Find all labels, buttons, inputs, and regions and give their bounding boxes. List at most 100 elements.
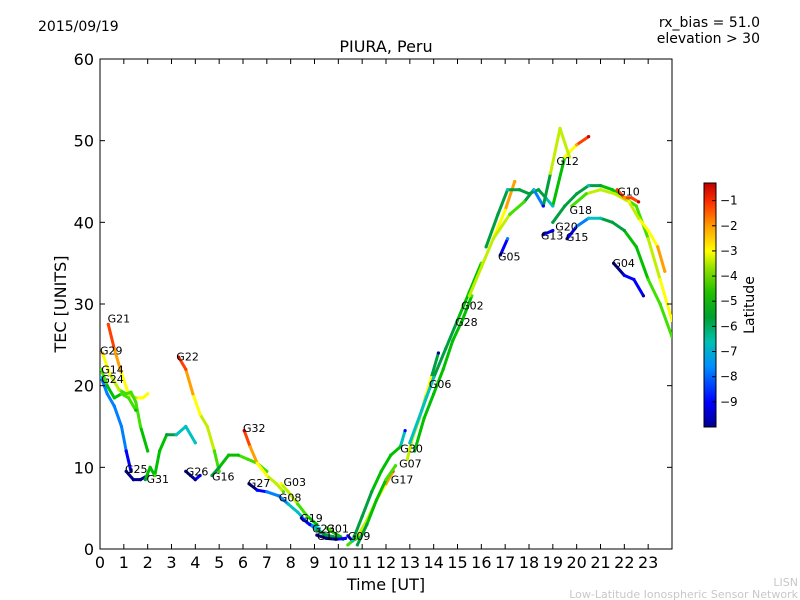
series-segment bbox=[467, 261, 483, 294]
org-full-label: Low-Latitude Ionospheric Sensor Network bbox=[569, 588, 798, 600]
series-segment bbox=[248, 445, 259, 465]
data-point bbox=[413, 449, 417, 453]
data-point bbox=[587, 184, 591, 188]
series-g29 bbox=[100, 351, 150, 453]
series-g16 bbox=[210, 453, 269, 478]
data-point bbox=[193, 478, 197, 482]
series-segment bbox=[277, 494, 290, 506]
series-segment bbox=[177, 355, 188, 371]
data-point bbox=[422, 416, 426, 420]
satellite-label: G26 bbox=[186, 465, 209, 478]
data-point bbox=[148, 465, 152, 469]
data-point bbox=[610, 188, 615, 192]
data-point bbox=[315, 522, 319, 527]
series-segment bbox=[158, 433, 169, 453]
series-segment bbox=[106, 322, 116, 351]
colorbar-tick-label: −2 bbox=[720, 219, 738, 233]
data-point bbox=[112, 396, 116, 400]
satellite-label: G24 bbox=[101, 373, 124, 386]
data-point bbox=[389, 453, 393, 457]
data-point bbox=[541, 233, 545, 237]
data-point bbox=[210, 473, 214, 478]
satellite-label: G18 bbox=[570, 204, 593, 217]
data-point bbox=[141, 396, 145, 400]
series-segment bbox=[551, 155, 567, 208]
series-segment bbox=[622, 273, 636, 281]
data-point bbox=[670, 318, 672, 322]
series-segment bbox=[355, 518, 369, 539]
data-point bbox=[217, 465, 221, 469]
x-tick-label: 23 bbox=[638, 553, 658, 572]
series-segment bbox=[575, 216, 591, 228]
colorbar-tick-label: −6 bbox=[720, 319, 738, 333]
series-segment bbox=[279, 482, 290, 494]
data-point bbox=[598, 216, 603, 220]
data-point bbox=[370, 490, 374, 494]
org-short-label: LISN bbox=[773, 576, 798, 589]
data-point bbox=[622, 273, 626, 277]
series-segment bbox=[351, 514, 364, 543]
data-point bbox=[622, 228, 626, 233]
series-segment bbox=[522, 188, 536, 204]
series-segment bbox=[255, 461, 269, 477]
series-segment bbox=[205, 425, 216, 453]
data-point bbox=[522, 200, 526, 204]
data-point bbox=[105, 384, 109, 388]
data-point bbox=[198, 412, 202, 416]
series-segment bbox=[541, 229, 555, 237]
data-point bbox=[274, 482, 278, 486]
data-point bbox=[315, 533, 319, 537]
data-point bbox=[379, 469, 383, 473]
data-point bbox=[612, 261, 616, 265]
series-segment bbox=[563, 192, 579, 208]
x-tick-label: 12 bbox=[376, 553, 396, 572]
series-segment bbox=[570, 192, 588, 208]
series-segment bbox=[184, 367, 195, 396]
series-segment bbox=[656, 245, 667, 273]
series-segment bbox=[247, 482, 259, 492]
satellite-label: G30 bbox=[400, 443, 423, 456]
data-point bbox=[536, 188, 541, 192]
x-tick-label: 8 bbox=[286, 553, 296, 572]
data-point bbox=[117, 388, 121, 392]
data-point bbox=[247, 482, 251, 486]
series-segment bbox=[498, 237, 510, 257]
series-segment bbox=[120, 425, 128, 453]
colorbar-tick-label: −3 bbox=[720, 244, 738, 258]
data-point bbox=[296, 502, 300, 506]
series-segment bbox=[375, 478, 388, 502]
data-point bbox=[112, 347, 116, 351]
data-point bbox=[613, 192, 617, 196]
data-point bbox=[656, 245, 660, 249]
series-g28 bbox=[413, 294, 474, 453]
series-segment bbox=[599, 184, 614, 192]
series-segment bbox=[518, 188, 531, 196]
data-point bbox=[575, 143, 579, 147]
series-segment bbox=[139, 425, 150, 453]
series-segment bbox=[286, 502, 300, 514]
x-tick-label: 19 bbox=[543, 553, 563, 572]
y-tick-label: 30 bbox=[74, 295, 94, 314]
series-segment bbox=[444, 318, 459, 351]
data-point bbox=[236, 453, 240, 457]
data-point bbox=[436, 351, 440, 355]
data-point bbox=[322, 532, 326, 536]
series-segment bbox=[112, 347, 123, 375]
data-point bbox=[324, 526, 328, 530]
series-segment bbox=[613, 192, 631, 204]
series-segment bbox=[313, 527, 326, 536]
series-segment bbox=[124, 469, 135, 482]
series-segment bbox=[217, 453, 231, 469]
data-point bbox=[610, 220, 615, 224]
series-segment bbox=[174, 425, 188, 437]
data-point bbox=[551, 228, 555, 233]
series-layer bbox=[100, 126, 672, 547]
y-axis-label: TEC [UNITS] bbox=[51, 256, 70, 354]
data-point bbox=[296, 510, 300, 514]
data-point bbox=[127, 396, 131, 400]
data-point bbox=[455, 318, 460, 322]
series-segment bbox=[360, 490, 374, 518]
data-point bbox=[146, 392, 150, 396]
data-point bbox=[184, 367, 188, 371]
